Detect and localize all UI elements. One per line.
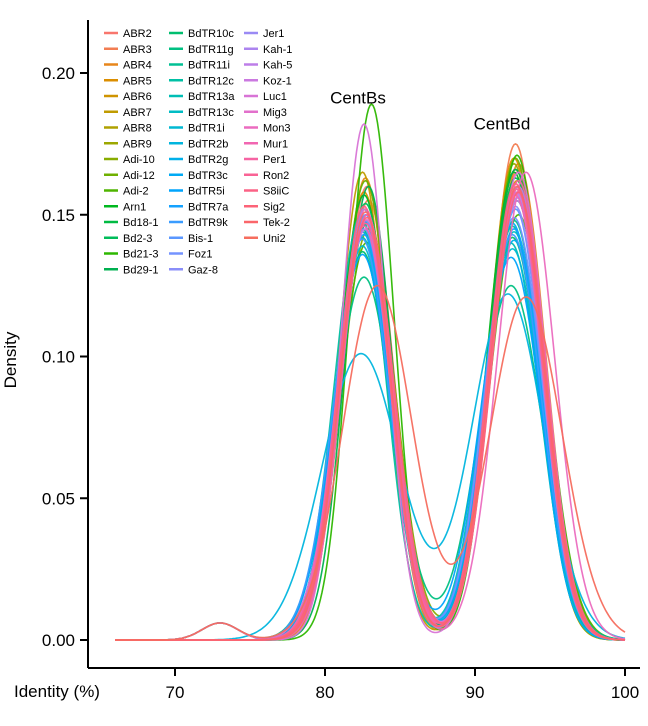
y-tick-label: 0.15 (42, 206, 75, 225)
legend-label: BdTR5i (188, 186, 225, 198)
legend-label: Bis-1 (188, 233, 213, 245)
legend-label: BdTR13c (188, 107, 234, 119)
legend-label: BdTR2b (188, 138, 228, 150)
legend-label: Gaz-8 (188, 264, 218, 276)
legend-label: Mig3 (263, 107, 287, 119)
legend: ABR2 ABR3 ABR4 ABR5 ABR6 ABR7 ABR8 ABR9 Adi-10 Ad… (104, 28, 292, 276)
legend-label: Kah-1 (263, 44, 292, 56)
peak-annotations: CentBs CentBd (330, 88, 530, 133)
density-curves (115, 103, 626, 641)
y-tick-label: 0.20 (42, 64, 75, 83)
legend-label: BdTR11i (188, 60, 230, 72)
legend-label: BdTR3c (188, 170, 228, 182)
y-axis-title: Density (1, 331, 20, 388)
legend-label: Uni2 (263, 233, 286, 245)
legend-label: Luc1 (263, 91, 287, 103)
y-tick-label: 0.10 (42, 348, 75, 367)
legend-label: ABR6 (123, 91, 152, 103)
legend-label: ABR9 (123, 138, 152, 150)
legend-label: Adi-12 (123, 170, 155, 182)
y-tick-label: 0.00 (42, 631, 75, 650)
legend-label: BdTR13a (188, 91, 235, 103)
legend-label: Sig2 (263, 201, 285, 213)
legend-label: BdTR10c (188, 28, 234, 40)
legend-label: Bd21-3 (123, 249, 158, 261)
legend-label: Adi-2 (123, 186, 149, 198)
legend-label: ABR4 (123, 60, 152, 72)
legend-label: BdTR11g (188, 44, 234, 56)
legend-label: Ron2 (263, 170, 289, 182)
x-ticks: 70 80 90 100 (166, 668, 639, 702)
legend-label: BdTR12c (188, 75, 234, 87)
x-tick-label: 80 (316, 683, 335, 702)
y-tick-label: 0.05 (42, 489, 75, 508)
legend-label: ABR7 (123, 107, 152, 119)
legend-label: ABR3 (123, 44, 152, 56)
legend-label: ABR2 (123, 28, 152, 40)
annotation-centbs: CentBs (330, 88, 386, 107)
x-axis-title: Identity (%) (14, 682, 100, 701)
legend-label: Arn1 (123, 201, 146, 213)
legend-label: Mon3 (263, 123, 291, 135)
legend-label: Tek-2 (263, 217, 290, 229)
legend-label: Bd2-3 (123, 233, 152, 245)
annotation-centbd: CentBd (474, 115, 531, 134)
legend-label: Foz1 (188, 249, 212, 261)
legend-label: Bd29-1 (123, 264, 158, 276)
legend-label: Bd18-1 (123, 217, 158, 229)
x-tick-label: 90 (466, 683, 485, 702)
y-ticks: 0.00 0.05 0.10 0.15 0.20 (42, 64, 88, 650)
x-tick-label: 70 (166, 683, 185, 702)
legend-label: ABR5 (123, 75, 152, 87)
legend-label: BdTR2g (188, 154, 228, 166)
legend-label: Jer1 (263, 28, 284, 40)
legend-label: ABR8 (123, 123, 152, 135)
legend-label: S8iiC (263, 186, 289, 198)
series-line-uni2 (115, 284, 626, 641)
legend-label: Koz-1 (263, 75, 292, 87)
legend-label: Mur1 (263, 138, 288, 150)
legend-label: BdTR9k (188, 217, 228, 229)
axes (87, 20, 640, 669)
legend-label: Per1 (263, 154, 286, 166)
legend-label: Adi-10 (123, 154, 155, 166)
legend-label: Kah-5 (263, 60, 292, 72)
legend-label: BdTR7a (188, 201, 229, 213)
legend-label: BdTR1i (188, 123, 225, 135)
x-tick-label: 100 (611, 683, 639, 702)
